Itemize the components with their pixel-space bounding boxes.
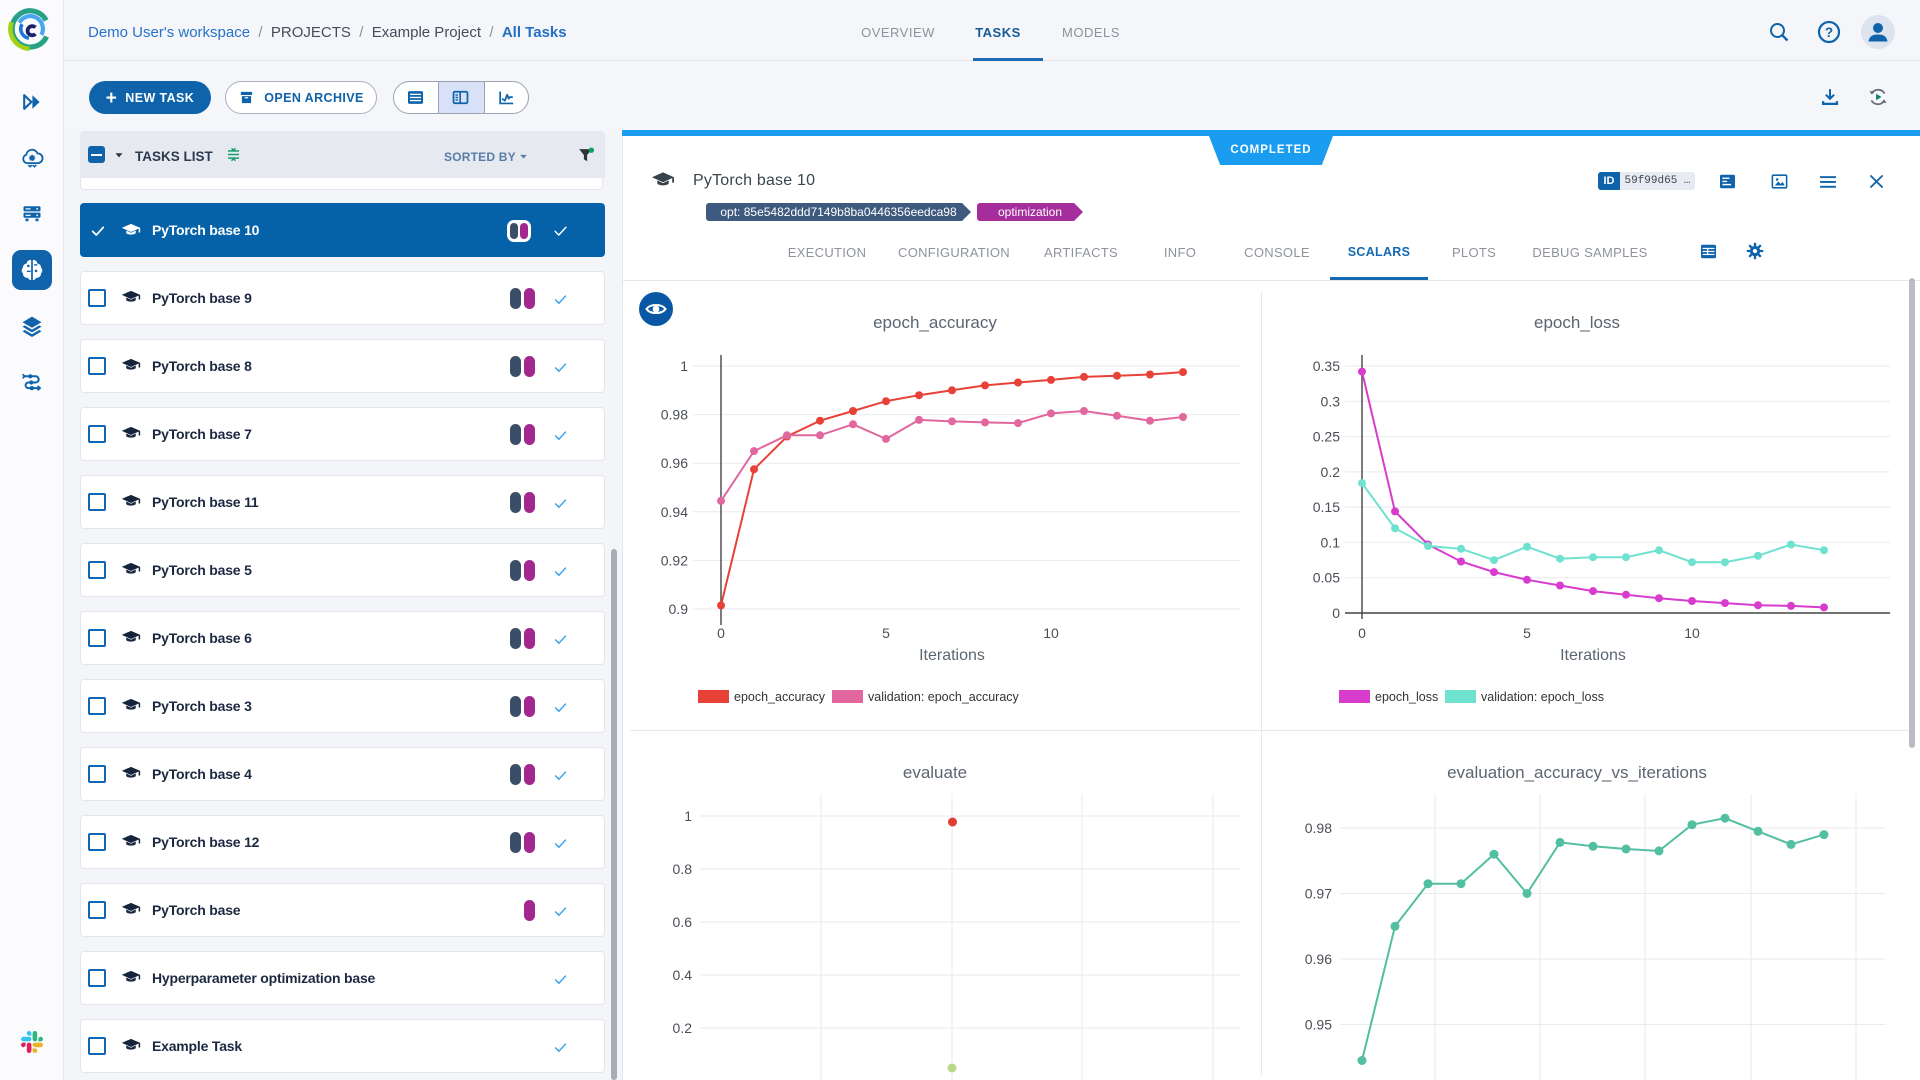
svg-text:validation: epoch_accuracy: validation: epoch_accuracy <box>868 690 1020 704</box>
svg-text:0.97: 0.97 <box>1305 886 1332 902</box>
svg-text:0.1: 0.1 <box>1321 534 1341 550</box>
svg-text:0.9: 0.9 <box>669 601 689 617</box>
svg-text:0.05: 0.05 <box>1313 570 1340 586</box>
svg-text:0: 0 <box>1358 625 1366 641</box>
svg-text:epoch_loss: epoch_loss <box>1375 690 1438 704</box>
svg-text:Iterations: Iterations <box>1560 647 1626 664</box>
svg-text:epoch_loss: epoch_loss <box>1534 313 1620 332</box>
svg-text:0: 0 <box>717 625 725 641</box>
svg-text:0.96: 0.96 <box>1305 951 1332 967</box>
svg-text:0.2: 0.2 <box>673 1020 693 1036</box>
svg-text:5: 5 <box>1523 625 1531 641</box>
svg-text:epoch_accuracy: epoch_accuracy <box>873 313 997 332</box>
svg-text:0.96: 0.96 <box>661 455 688 471</box>
svg-text:0.95: 0.95 <box>1305 1017 1332 1033</box>
svg-text:1: 1 <box>684 808 692 824</box>
svg-text:validation: epoch_loss: validation: epoch_loss <box>1481 690 1604 704</box>
svg-text:0: 0 <box>1332 605 1340 621</box>
svg-text:0.15: 0.15 <box>1313 499 1340 515</box>
svg-text:10: 10 <box>1043 625 1059 641</box>
svg-text:0.94: 0.94 <box>661 504 688 520</box>
svg-text:0.4: 0.4 <box>673 967 693 983</box>
svg-text:0.3: 0.3 <box>1321 393 1341 409</box>
svg-text:10: 10 <box>1684 625 1700 641</box>
svg-text:evaluate: evaluate <box>903 763 967 782</box>
svg-text:0.98: 0.98 <box>661 407 688 423</box>
svg-text:Iterations: Iterations <box>919 647 985 664</box>
svg-text:0.92: 0.92 <box>661 552 688 568</box>
svg-text:epoch_accuracy: epoch_accuracy <box>734 690 826 704</box>
svg-text:0.35: 0.35 <box>1313 358 1340 374</box>
svg-text:0.25: 0.25 <box>1313 429 1340 445</box>
svg-text:1: 1 <box>680 358 688 374</box>
svg-text:evaluation_accuracy_vs_iterati: evaluation_accuracy_vs_iterations <box>1447 763 1707 782</box>
svg-text:?: ? <box>1825 25 1833 40</box>
svg-text:0.8: 0.8 <box>673 861 693 877</box>
svg-text:5: 5 <box>882 625 890 641</box>
svg-text:0.2: 0.2 <box>1321 464 1341 480</box>
svg-text:0.6: 0.6 <box>673 914 693 930</box>
svg-text:0.98: 0.98 <box>1305 820 1332 836</box>
